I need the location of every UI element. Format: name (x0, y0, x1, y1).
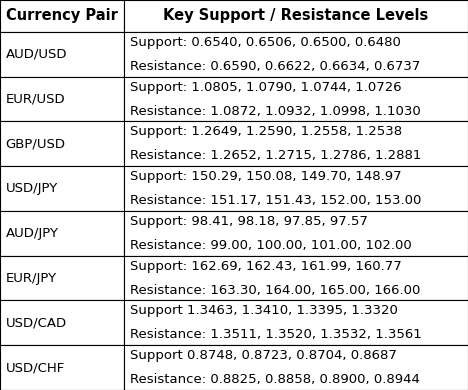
Text: Support: 0.6540, 0.6506, 0.6500, 0.6480: Support: 0.6540, 0.6506, 0.6500, 0.6480 (130, 36, 401, 49)
Bar (0, 211, 124, 256)
Text: Resistance: 151.17, 151.43, 152.00, 153.00: Resistance: 151.17, 151.43, 152.00, 153.… (130, 194, 421, 207)
Text: Support: 1.0805, 1.0790, 1.0744, 1.0726: Support: 1.0805, 1.0790, 1.0744, 1.0726 (130, 80, 401, 94)
Text: Resistance: 1.2652, 1.2715, 1.2786, 1.2881: Resistance: 1.2652, 1.2715, 1.2786, 1.28… (130, 149, 421, 163)
Text: Key Support / Resistance Levels: Key Support / Resistance Levels (163, 9, 429, 23)
Bar (124, 32, 468, 77)
Text: USD/CHF: USD/CHF (6, 361, 65, 374)
Text: USD/CAD: USD/CAD (6, 316, 67, 330)
Text: Support 0.8748, 0.8723, 0.8704, 0.8687: Support 0.8748, 0.8723, 0.8704, 0.8687 (130, 349, 396, 362)
Bar (124, 166, 468, 211)
Bar (124, 211, 468, 256)
Text: EUR/JPY: EUR/JPY (6, 271, 57, 285)
Bar (0, 122, 124, 166)
Text: Support: 162.69, 162.43, 161.99, 160.77: Support: 162.69, 162.43, 161.99, 160.77 (130, 259, 402, 273)
Text: Currency Pair: Currency Pair (6, 9, 118, 23)
Text: Support: 1.2649, 1.2590, 1.2558, 1.2538: Support: 1.2649, 1.2590, 1.2558, 1.2538 (130, 125, 402, 138)
Bar (124, 300, 468, 345)
Text: AUD/JPY: AUD/JPY (6, 227, 58, 240)
Text: GBP/USD: GBP/USD (6, 137, 66, 151)
Bar (124, 345, 468, 390)
Text: Support: 150.29, 150.08, 149.70, 148.97: Support: 150.29, 150.08, 149.70, 148.97 (130, 170, 401, 183)
Text: Resistance: 0.6590, 0.6622, 0.6634, 0.6737: Resistance: 0.6590, 0.6622, 0.6634, 0.67… (130, 60, 420, 73)
Text: Resistance: 0.8825, 0.8858, 0.8900, 0.8944: Resistance: 0.8825, 0.8858, 0.8900, 0.89… (130, 373, 419, 386)
Bar (0, 32, 124, 77)
Bar (124, 77, 468, 122)
Text: Support: 98.41, 98.18, 97.85, 97.57: Support: 98.41, 98.18, 97.85, 97.57 (130, 215, 367, 228)
Text: USD/JPY: USD/JPY (6, 182, 58, 195)
Text: Resistance: 99.00, 100.00, 101.00, 102.00: Resistance: 99.00, 100.00, 101.00, 102.0… (130, 239, 411, 252)
Bar (0, 345, 124, 390)
Text: Resistance: 1.0872, 1.0932, 1.0998, 1.1030: Resistance: 1.0872, 1.0932, 1.0998, 1.10… (130, 105, 420, 118)
Bar (0, 77, 124, 122)
Bar (0, 166, 124, 211)
Bar (0, 256, 124, 300)
Bar (0, 0, 124, 32)
Text: EUR/USD: EUR/USD (6, 92, 65, 106)
Text: Resistance: 163.30, 164.00, 165.00, 166.00: Resistance: 163.30, 164.00, 165.00, 166.… (130, 284, 420, 297)
Bar (124, 122, 468, 166)
Text: Support 1.3463, 1.3410, 1.3395, 1.3320: Support 1.3463, 1.3410, 1.3395, 1.3320 (130, 304, 397, 317)
Text: Resistance: 1.3511, 1.3520, 1.3532, 1.3561: Resistance: 1.3511, 1.3520, 1.3532, 1.35… (130, 328, 421, 342)
Bar (124, 256, 468, 300)
Bar (0, 300, 124, 345)
Text: AUD/USD: AUD/USD (6, 48, 67, 61)
Bar (124, 0, 468, 32)
